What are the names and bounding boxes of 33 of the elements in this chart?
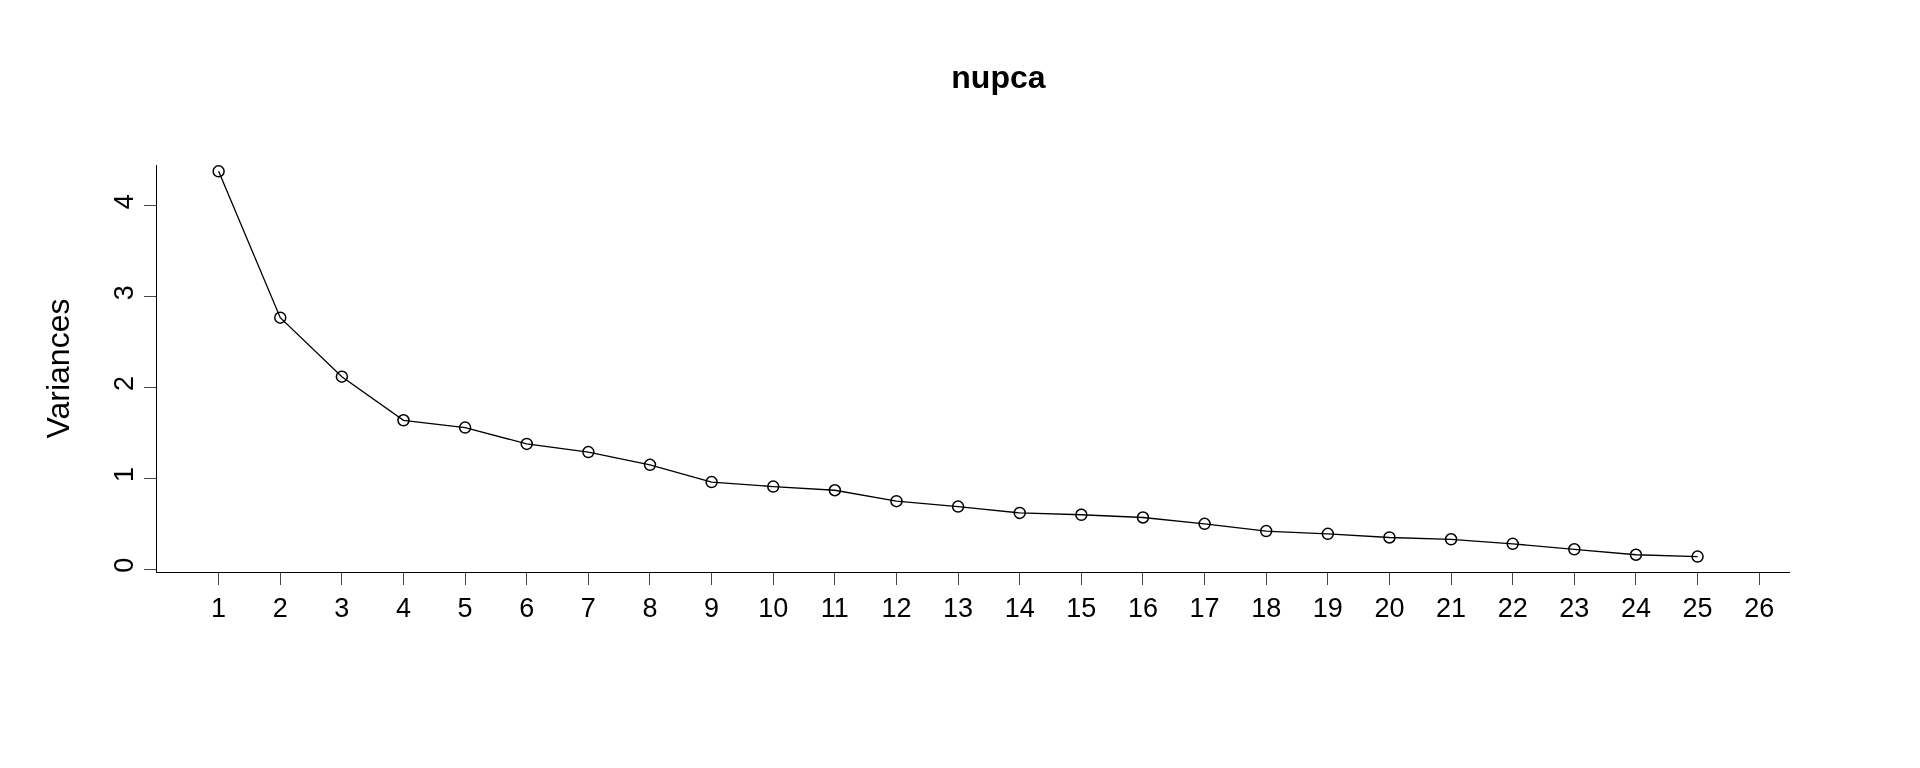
x-tick-label: 23 (1559, 593, 1590, 624)
x-tick-label: 1 (211, 593, 227, 624)
x-tick-label: 15 (1066, 593, 1097, 624)
x-tick-label: 7 (580, 593, 596, 624)
x-tick-label: 22 (1497, 593, 1528, 624)
x-tick-label: 20 (1374, 593, 1405, 624)
y-tick-label: 1 (109, 466, 140, 482)
x-tick-label: 2 (272, 593, 288, 624)
x-tick-label: 25 (1682, 593, 1713, 624)
x-tick-label: 9 (704, 593, 720, 624)
x-tick-label: 19 (1312, 593, 1343, 624)
x-tick-label: 6 (519, 593, 535, 624)
x-tick-label: 5 (457, 593, 473, 624)
x-tick-label: 18 (1251, 593, 1282, 624)
x-tick-label: 3 (334, 593, 350, 624)
y-tick-label: 0 (109, 557, 140, 573)
y-axis-title: Variances (39, 298, 76, 439)
x-tick-label: 24 (1620, 593, 1651, 624)
chart-title: nupca (951, 59, 1046, 95)
x-tick-label: 14 (1004, 593, 1035, 624)
x-tick-label: 4 (395, 593, 412, 624)
x-tick-label: 12 (881, 593, 912, 624)
x-tick-label: 26 (1744, 593, 1775, 624)
x-tick-label: 21 (1436, 593, 1467, 624)
x-tick-label: 17 (1189, 593, 1220, 624)
x-tick-label: 13 (943, 593, 974, 624)
x-tick-label: 8 (642, 593, 658, 624)
y-tick-label: 2 (109, 376, 140, 392)
y-tick-label: 3 (109, 285, 140, 301)
x-tick-label: 11 (820, 593, 849, 624)
x-tick-label: 10 (758, 593, 789, 624)
y-tick-label: 4 (109, 194, 140, 210)
x-tick-label: 16 (1127, 593, 1158, 624)
